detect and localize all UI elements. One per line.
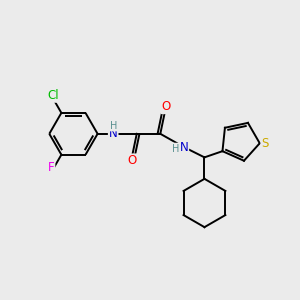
- Text: N: N: [179, 141, 188, 154]
- Text: H: H: [172, 143, 179, 154]
- Text: S: S: [261, 137, 269, 150]
- Text: Cl: Cl: [47, 89, 59, 102]
- Text: O: O: [128, 154, 137, 167]
- Text: O: O: [162, 100, 171, 113]
- Text: H: H: [110, 121, 118, 130]
- Text: F: F: [48, 161, 54, 174]
- Text: N: N: [109, 127, 118, 140]
